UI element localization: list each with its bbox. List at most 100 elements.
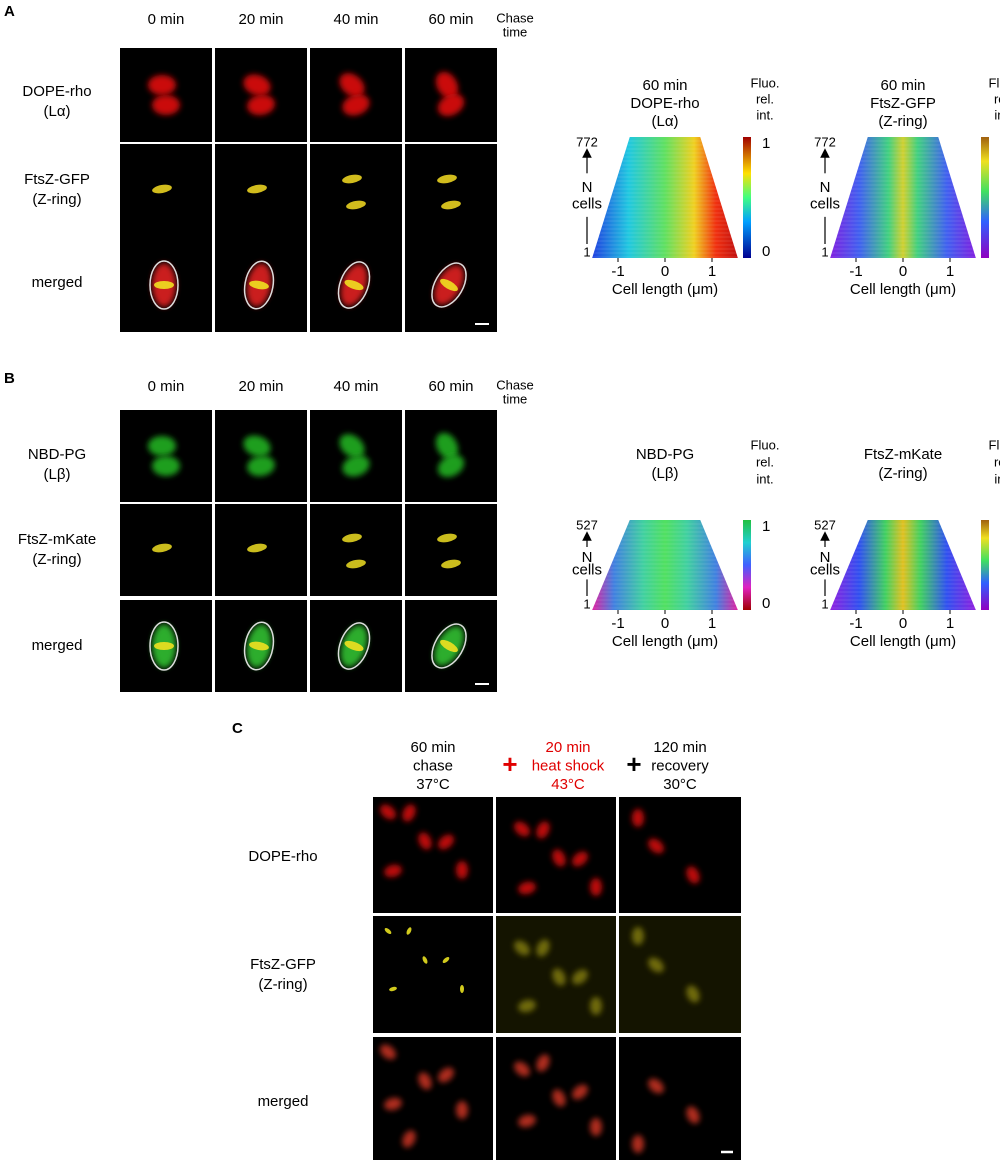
x-tick-label: -1 — [611, 615, 624, 632]
cell — [518, 1114, 536, 1128]
cell — [346, 559, 366, 569]
row-label: merged — [32, 274, 83, 291]
cell — [342, 533, 362, 543]
cell — [460, 985, 464, 993]
heatmap-title: FtsZ-mKate — [864, 446, 942, 463]
cell-outline — [431, 623, 467, 669]
x-tick-label: -1 — [611, 263, 624, 280]
micrograph — [373, 916, 493, 1033]
time-header: 0 min — [148, 378, 185, 395]
y-top-label: 527 — [576, 517, 598, 532]
cell — [384, 864, 402, 878]
y-axis-label: cells — [572, 561, 602, 578]
cell — [514, 821, 530, 837]
cell — [380, 1044, 396, 1060]
cell — [418, 1072, 432, 1090]
x-tick-label: 0 — [899, 263, 907, 280]
cell — [518, 999, 536, 1013]
time-header: 0 min — [148, 11, 185, 28]
cell — [552, 968, 566, 986]
micrograph — [310, 504, 402, 596]
cell — [536, 1054, 550, 1072]
chase-label: time — [503, 391, 528, 406]
cell-outline — [431, 262, 467, 308]
cell — [344, 279, 364, 291]
micrograph — [405, 144, 497, 238]
colorbar-tick: 0 — [762, 243, 770, 260]
y-axis-label: N — [582, 179, 593, 196]
row-label: (Z-ring) — [32, 551, 81, 568]
cell — [632, 1135, 644, 1153]
cell — [440, 278, 458, 292]
cell — [590, 1118, 602, 1136]
colorbar-label: int. — [994, 471, 1000, 486]
row-label: (Z-ring) — [258, 976, 307, 993]
heatmap-title: 60 min — [642, 77, 687, 94]
x-tick-label: 1 — [708, 615, 716, 632]
cell — [247, 543, 267, 553]
time-header: 20 min — [238, 378, 283, 395]
column-header: 120 min — [653, 739, 706, 756]
row-label: (Lα) — [43, 103, 70, 120]
cell — [152, 184, 172, 194]
cell — [152, 95, 180, 115]
cell — [148, 75, 176, 95]
row-label: merged — [32, 637, 83, 654]
header-prefix: + — [502, 749, 517, 779]
cell — [648, 838, 664, 854]
time-header: 40 min — [333, 11, 378, 28]
y-bottom-label: 1 — [821, 244, 828, 259]
heatmap — [830, 137, 976, 258]
chase-label: time — [503, 24, 528, 39]
colorbar-tick: 0 — [762, 595, 770, 612]
colorbar — [743, 520, 751, 610]
row-label: DOPE-rho — [248, 848, 317, 865]
cell — [406, 927, 412, 935]
cell — [346, 200, 366, 210]
heatmap-title: (Z-ring) — [878, 113, 927, 130]
cell — [437, 174, 457, 184]
column-header: 37°C — [416, 776, 450, 793]
colorbar-tick: 1 — [762, 518, 770, 535]
x-tick-label: 1 — [708, 263, 716, 280]
cell-outline — [149, 260, 179, 310]
cell — [456, 1101, 468, 1119]
heatmap — [830, 520, 976, 610]
cell — [247, 184, 267, 194]
colorbar — [981, 520, 989, 610]
colorbar-label: Fluo. — [989, 437, 1000, 452]
x-tick-label: 0 — [661, 615, 669, 632]
cell — [339, 73, 365, 97]
cell-outline — [243, 621, 275, 671]
colorbar — [743, 137, 751, 258]
cell — [247, 94, 275, 116]
colorbar-tick: 1 — [762, 135, 770, 152]
row-label: FtsZ-GFP — [250, 956, 316, 973]
cell — [437, 533, 457, 543]
cell — [437, 454, 465, 478]
heatmap-title: FtsZ-GFP — [870, 95, 936, 112]
y-axis-label: cells — [810, 196, 840, 213]
heatmap-title: NBD-PG — [636, 446, 694, 463]
y-axis-label: N — [582, 549, 593, 566]
chase-label: Chase — [496, 377, 534, 392]
colorbar-label: int. — [994, 107, 1000, 122]
cell — [632, 927, 644, 945]
colorbar — [981, 137, 989, 258]
cell — [441, 559, 461, 569]
cell — [342, 455, 370, 477]
cell — [249, 280, 269, 290]
cell — [632, 809, 644, 827]
panel-label: C — [232, 720, 243, 737]
row-label: FtsZ-GFP — [24, 171, 90, 188]
x-tick-label: 1 — [946, 615, 954, 632]
x-tick-label: -1 — [849, 263, 862, 280]
colorbar-label: int. — [756, 471, 773, 486]
cell-outline — [337, 622, 371, 670]
cell — [686, 985, 700, 1003]
cell — [389, 986, 397, 992]
column-header: chase — [413, 757, 453, 774]
cell — [402, 1130, 416, 1148]
cell — [148, 436, 176, 456]
cell-outline — [337, 261, 371, 309]
